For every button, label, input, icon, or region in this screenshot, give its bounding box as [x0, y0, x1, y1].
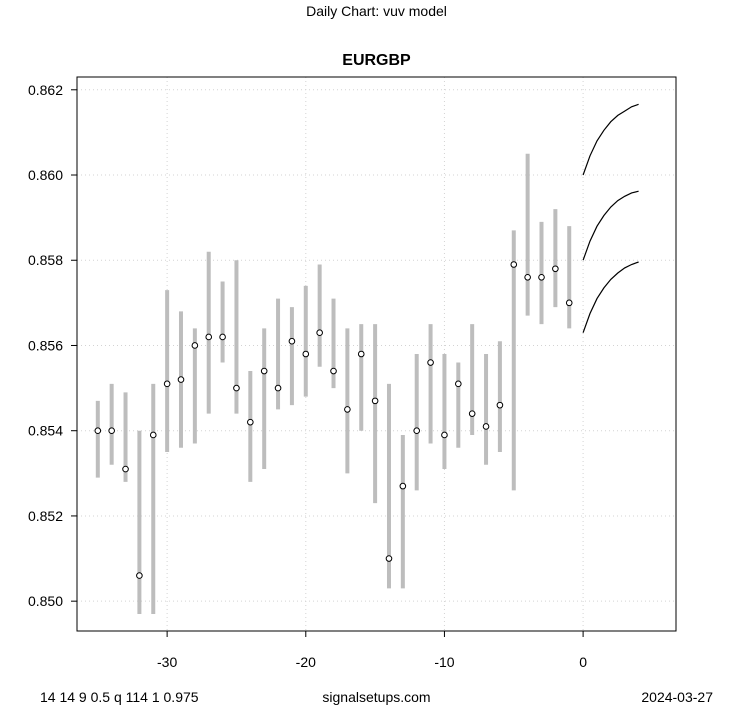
y-tick-label: 0.856 — [28, 337, 63, 353]
range-layer — [95, 153, 572, 614]
axis-layer: -30 -20 -10 0 0.850 0.852 0.854 0.856 0.858 0.860… — [28, 82, 587, 670]
footer-source: signalsetups.com — [322, 689, 431, 705]
close-point — [219, 333, 226, 341]
close-point — [247, 418, 254, 426]
y-tick-label: 0.862 — [28, 82, 63, 98]
y-tick-label: 0.858 — [28, 252, 63, 268]
chart-suptitle: Daily Chart: vuv model — [306, 3, 447, 19]
close-point — [371, 397, 379, 405]
close-point — [385, 555, 393, 562]
close-point — [205, 333, 213, 341]
chart-title: EURGBP — [342, 52, 411, 69]
y-tick-label: 0.854 — [28, 423, 63, 439]
close-point — [233, 384, 240, 392]
close-point — [441, 431, 448, 439]
close-point — [482, 423, 490, 430]
plot-frame — [76, 76, 677, 632]
close-point — [274, 384, 282, 392]
x-tick-label: -30 — [157, 654, 177, 670]
close-point — [136, 572, 143, 579]
y-tick-label: 0.860 — [28, 167, 63, 183]
point-layer — [94, 261, 573, 579]
footer-date: 2024-03-27 — [641, 689, 713, 705]
close-point — [413, 427, 421, 435]
y-tick-label: 0.852 — [28, 508, 63, 524]
forecast-line — [582, 103, 639, 176]
close-point — [427, 359, 434, 366]
close-point — [455, 380, 462, 388]
close-point — [122, 465, 129, 473]
close-point — [316, 329, 323, 336]
close-point — [344, 406, 351, 413]
close-point — [108, 427, 115, 435]
close-point — [565, 299, 573, 307]
close-point — [94, 427, 102, 435]
close-point — [496, 401, 504, 409]
close-point — [357, 350, 365, 358]
x-tick-label: -10 — [434, 654, 454, 670]
close-point — [538, 273, 545, 281]
close-point — [288, 337, 296, 345]
x-tick-label: 0 — [579, 654, 587, 670]
x-tick-label: -20 — [296, 654, 316, 670]
close-point — [302, 350, 310, 358]
line-layer — [582, 103, 639, 333]
forecast-line — [582, 261, 639, 333]
forecast-line — [582, 190, 639, 261]
y-tick-label: 0.850 — [28, 593, 63, 609]
close-point — [177, 376, 185, 383]
close-point — [330, 367, 337, 375]
footer-params: 14 14 9 0.5 q 114 1 0.975 — [40, 689, 199, 705]
close-point — [163, 380, 171, 388]
close-point — [399, 482, 407, 490]
close-point — [552, 265, 559, 273]
close-point — [468, 410, 476, 417]
close-point — [149, 431, 157, 439]
close-point — [191, 342, 199, 349]
close-point — [510, 261, 518, 268]
close-point — [260, 367, 268, 375]
close-point — [524, 273, 531, 281]
